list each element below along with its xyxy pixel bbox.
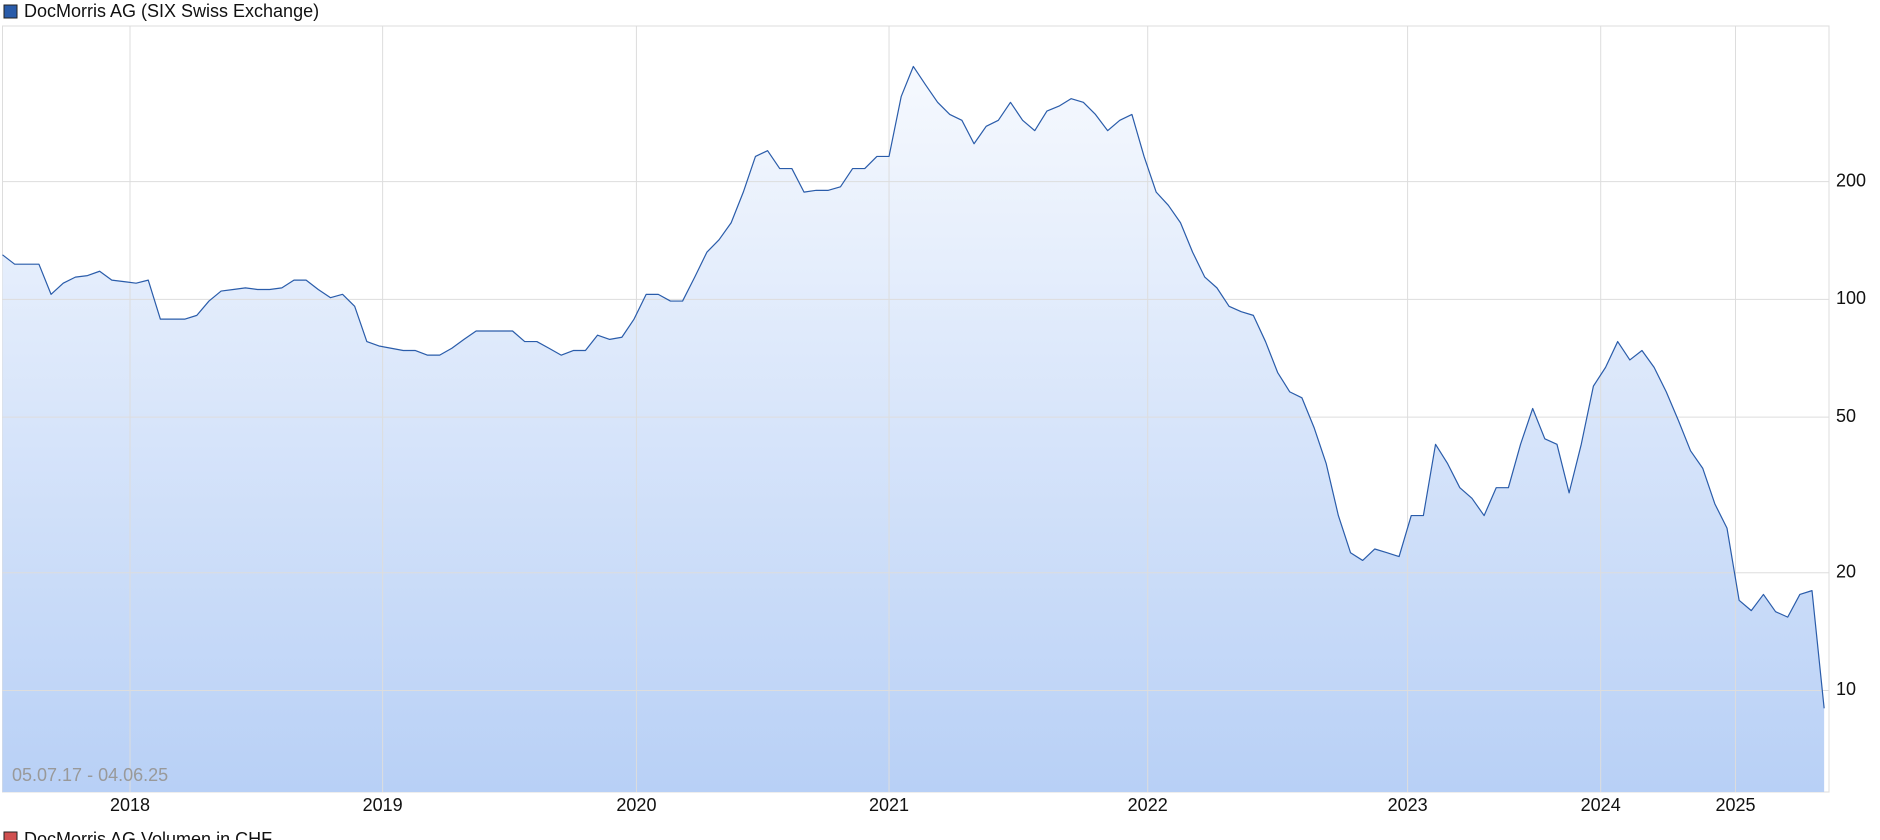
x-tick-label: 2021 [869,795,909,815]
price-line [2,65,1825,709]
legend-swatch [3,4,18,19]
y-tick-label: 20 [1836,561,1856,581]
legend-label: DocMorris AG Volumen in CHF [24,829,272,840]
x-tick-label: 2018 [110,795,150,815]
legend-swatch [3,831,18,840]
x-tick-label: 2023 [1388,795,1428,815]
legend-label: DocMorris AG (SIX Swiss Exchange) [24,1,319,21]
y-tick-label: 100 [1836,288,1866,308]
x-tick-label: 2024 [1581,795,1621,815]
y-tick-label: 200 [1836,170,1866,190]
x-tick-label: 2020 [616,795,656,815]
x-tick-label: 2025 [1715,795,1755,815]
date-range: 05.07.17 - 04.06.25 [12,765,168,785]
x-tick-label: 2019 [363,795,403,815]
y-tick-label: 10 [1836,679,1856,699]
x-tick-label: 2022 [1128,795,1168,815]
y-tick-label: 50 [1836,406,1856,426]
area-fill [2,66,1825,793]
